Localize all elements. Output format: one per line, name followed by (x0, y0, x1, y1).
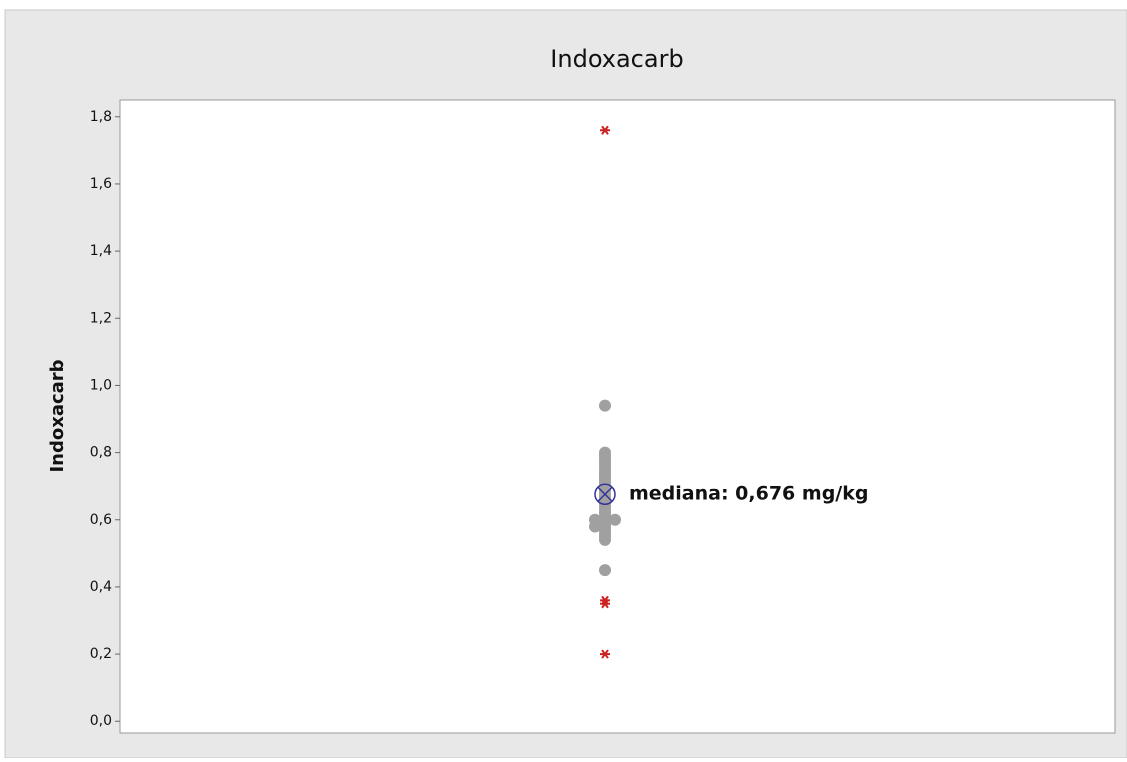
y-tick-label: 0,6 (90, 512, 112, 528)
y-tick-label: 1,0 (90, 377, 112, 393)
y-tick-label: 1,4 (90, 243, 112, 259)
data-point (589, 513, 601, 526)
data-point (609, 513, 621, 526)
y-tick-label: 1,2 (90, 310, 112, 326)
data-point (599, 564, 611, 577)
y-tick-label: 0,2 (90, 646, 112, 662)
data-point (599, 446, 611, 459)
data-point (599, 399, 611, 412)
outlier-point (600, 649, 610, 659)
median-circle (594, 483, 616, 505)
median-cross (597, 486, 613, 502)
outlier-point (600, 125, 610, 135)
plot-area (119, 99, 1116, 734)
y-tick-label: 0,4 (90, 579, 112, 595)
chart-title: Indoxacarb (550, 45, 683, 73)
median-annotation: mediana: 0,676 mg/kg (629, 483, 868, 505)
y-tick-label: 0,8 (90, 445, 112, 461)
outlier-stroke (601, 599, 609, 609)
outlier-stroke (601, 649, 609, 659)
outlier-stroke (601, 125, 609, 135)
y-tick-label: 1,6 (90, 176, 112, 192)
y-tick-label: 1,8 (90, 109, 112, 125)
median-marker (594, 483, 616, 505)
y-axis-label: Indoxacarb (47, 359, 68, 472)
y-tick-label: 0,0 (90, 713, 112, 729)
outlier-point (600, 599, 610, 609)
